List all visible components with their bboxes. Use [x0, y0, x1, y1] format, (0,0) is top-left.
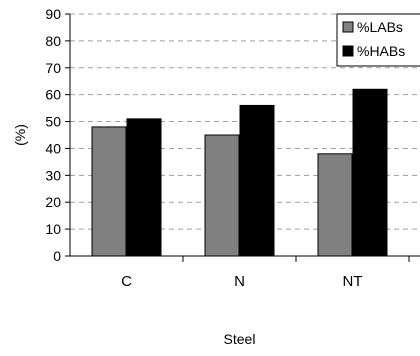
y-tick-label: 10	[45, 221, 61, 237]
y-axis-ticks: 0 10 20 30 40 50 60 70 80 90	[45, 6, 70, 264]
bar-labs-nt	[317, 153, 353, 257]
legend: %LABs %HABs	[336, 13, 420, 67]
y-tick-label: 40	[45, 140, 61, 156]
bar-habs-c	[126, 118, 162, 257]
y-axis-label: (%)	[12, 124, 28, 146]
legend-swatch	[342, 21, 354, 33]
bars	[91, 88, 388, 257]
bar-labs-c	[91, 126, 127, 257]
y-tick-label: 30	[45, 167, 61, 183]
legend-label: %HABs	[357, 43, 405, 59]
x-axis-label: Steel	[224, 331, 256, 347]
legend-swatch	[342, 45, 354, 57]
y-tick-label: 80	[45, 33, 61, 49]
bar-habs-nt	[352, 88, 388, 257]
bar-labs-n	[204, 134, 240, 257]
x-tick-label: N	[234, 273, 245, 290]
y-tick-label: 90	[45, 6, 61, 22]
y-tick-label: 60	[45, 87, 61, 103]
x-tick-label: NT	[343, 273, 363, 290]
bar-habs-n	[239, 104, 275, 257]
legend-label: %LABs	[357, 19, 403, 35]
x-tick-label: C	[121, 273, 132, 290]
y-tick-label: 0	[53, 248, 61, 264]
y-tick-label: 70	[45, 60, 61, 76]
y-tick-label: 20	[45, 194, 61, 210]
y-tick-label: 50	[45, 114, 61, 130]
x-axis-ticks: C N NT	[121, 256, 410, 290]
